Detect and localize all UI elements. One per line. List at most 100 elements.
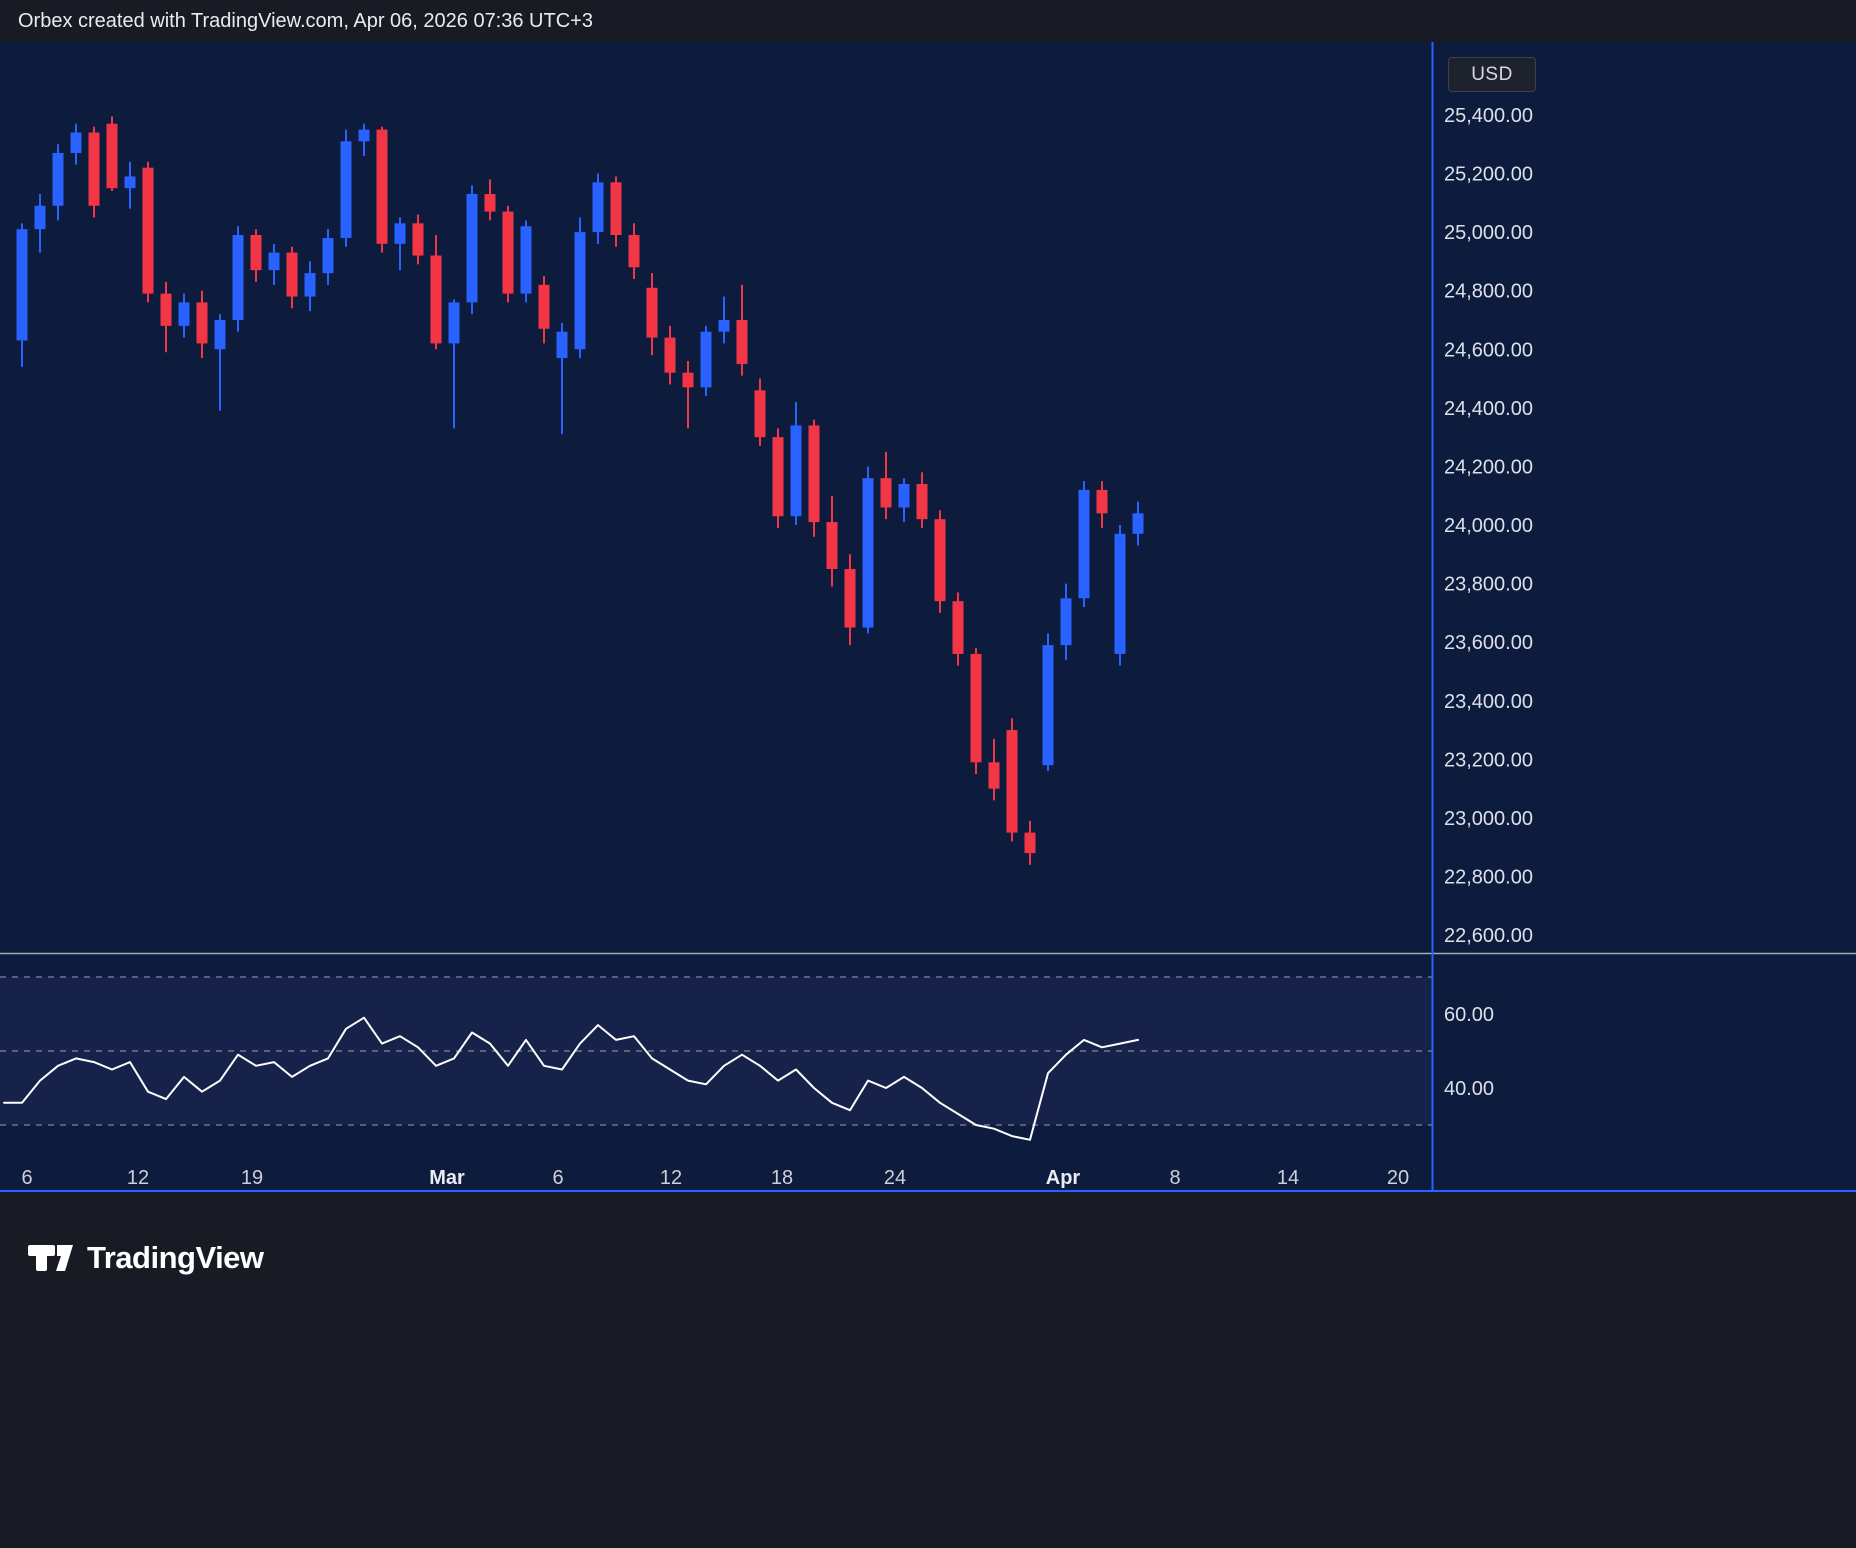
candle-body <box>70 132 82 154</box>
time-tick-label: 24 <box>884 1167 906 1189</box>
candle-body <box>772 437 784 517</box>
tradingview-logo-icon <box>28 1245 73 1271</box>
currency-badge-label: USD <box>1471 63 1513 85</box>
time-tick-label: 12 <box>660 1167 682 1189</box>
time-tick-label: Apr <box>1046 1167 1081 1189</box>
candle-body <box>970 653 982 763</box>
price-axis[interactable]: 25,400.00 25,200.00 25,000.00 24,800.00 24,6… <box>1444 105 1533 1100</box>
price-tick-label: 22,600.00 <box>1444 925 1533 947</box>
time-tick-label: 14 <box>1277 1167 1299 1189</box>
candle-body <box>682 372 694 388</box>
candle-body <box>466 194 478 303</box>
rsi-pane[interactable] <box>0 976 1432 1141</box>
candle-body <box>430 255 442 344</box>
candle-body <box>196 302 208 344</box>
price-tick-label: 25,000.00 <box>1444 222 1533 244</box>
chart-attribution-text: Orbex created with TradingView.com, Apr … <box>18 10 593 32</box>
price-tick-label: 23,000.00 <box>1444 808 1533 830</box>
price-tick-label: 23,600.00 <box>1444 632 1533 654</box>
time-tick-label: 18 <box>771 1167 793 1189</box>
candle-body <box>52 153 64 206</box>
time-tick-label: 20 <box>1387 1167 1409 1189</box>
candlestick-series <box>16 116 1144 865</box>
candle-body <box>880 478 892 508</box>
candle-body <box>124 176 136 189</box>
time-axis[interactable]: 6 12 19 Mar 6 12 18 24 Apr 8 14 20 <box>21 1167 1409 1189</box>
price-tick-label: 23,400.00 <box>1444 691 1533 713</box>
candle-body <box>574 232 586 350</box>
candle-body <box>1042 645 1054 766</box>
candle-body <box>412 223 424 256</box>
chart-title-bar: Orbex created with TradingView.com, Apr … <box>0 0 1856 42</box>
candle-body <box>340 141 352 238</box>
candle-body <box>1114 533 1126 654</box>
candle-body <box>394 223 406 244</box>
candle-body <box>664 337 676 373</box>
candle-body <box>160 293 172 326</box>
candle-body <box>988 762 1000 789</box>
price-tick-label: 23,800.00 <box>1444 574 1533 596</box>
candle-body <box>142 167 154 294</box>
candle-body <box>322 237 334 274</box>
candle-body <box>1024 832 1036 854</box>
candle-body <box>448 302 460 344</box>
candle-body <box>628 235 640 268</box>
candle-body <box>178 302 190 326</box>
candle-body <box>250 235 262 271</box>
candle-body <box>916 484 928 520</box>
tradingview-logo[interactable]: TradingView <box>28 1238 264 1278</box>
price-tick-label: 24,000.00 <box>1444 515 1533 537</box>
candle-body <box>826 522 838 569</box>
time-tick-label: 6 <box>21 1167 32 1189</box>
price-tick-label: 25,200.00 <box>1444 164 1533 186</box>
price-tick-label: 23,200.00 <box>1444 749 1533 771</box>
candle-body <box>214 319 226 350</box>
candle-body <box>592 182 604 233</box>
candle-body <box>808 425 820 523</box>
candle-body <box>736 319 748 364</box>
candle-body <box>520 226 532 294</box>
candle-body <box>610 182 622 236</box>
rsi-tick-label: 60.00 <box>1444 1004 1494 1026</box>
candle-body <box>232 235 244 320</box>
time-tick-label: 12 <box>127 1167 149 1189</box>
currency-badge[interactable]: USD <box>1448 57 1536 92</box>
rsi-tick-label: 40.00 <box>1444 1078 1494 1100</box>
candle-body <box>358 129 370 142</box>
candle-body <box>304 273 316 297</box>
candle-body <box>376 129 388 244</box>
price-tick-label: 24,400.00 <box>1444 398 1533 420</box>
candle-body <box>1006 730 1018 833</box>
candle-body <box>484 194 496 212</box>
candle-body <box>700 331 712 388</box>
price-tick-label: 24,200.00 <box>1444 456 1533 478</box>
candle-body <box>502 211 514 294</box>
candle-body <box>952 601 964 654</box>
candle-body <box>1078 489 1090 599</box>
time-tick-label: 19 <box>241 1167 263 1189</box>
candle-body <box>1060 598 1072 646</box>
price-tick-label: 24,800.00 <box>1444 281 1533 303</box>
candle-body <box>862 478 874 628</box>
bottom-area <box>0 1193 1856 1548</box>
candle-body <box>286 252 298 297</box>
candle-body <box>844 568 856 628</box>
chart-background <box>0 42 1856 1193</box>
candle-body <box>898 484 910 508</box>
price-tick-label: 22,800.00 <box>1444 867 1533 889</box>
tradingview-logo-text: TradingView <box>87 1240 264 1275</box>
candle-body <box>790 425 802 517</box>
candle-body <box>34 205 46 230</box>
candle-body <box>538 284 550 329</box>
candle-body <box>106 123 118 189</box>
time-tick-label: 8 <box>1169 1167 1180 1189</box>
time-tick-label: 6 <box>552 1167 563 1189</box>
candle-body <box>934 519 946 602</box>
candle-body <box>1096 489 1108 514</box>
candle-body <box>16 229 28 341</box>
candle-body <box>88 132 100 206</box>
price-tick-label: 24,600.00 <box>1444 339 1533 361</box>
rsi-line <box>3 1016 1139 1141</box>
